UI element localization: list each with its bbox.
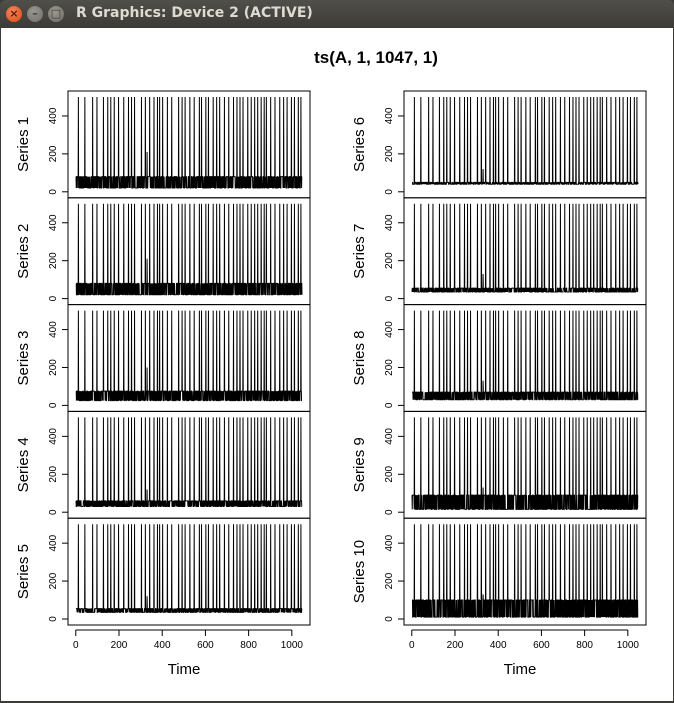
- y-tick-label: 200: [384, 359, 395, 376]
- x-tick-label: 600: [197, 640, 214, 651]
- x-tick-label: 800: [240, 640, 257, 651]
- x-tick-label: 600: [533, 640, 550, 651]
- x-axis-label: Time: [168, 661, 201, 678]
- y-tick-label: 400: [48, 534, 59, 551]
- x-tick-label: 400: [154, 640, 171, 651]
- series-line: [411, 203, 639, 293]
- y-tick-label: 0: [384, 189, 395, 195]
- y-tick-label: 200: [48, 572, 59, 589]
- chart-title: ts(A, 1, 1047, 1): [314, 48, 438, 67]
- series-label: Series 7: [351, 224, 368, 279]
- window-bottom-edge: [0, 701, 674, 703]
- y-tick-label: 400: [384, 107, 395, 124]
- y-tick-label: 0: [384, 402, 395, 408]
- x-tick-label: 0: [409, 640, 415, 651]
- y-tick-label: 200: [384, 466, 395, 483]
- y-tick-label: 0: [48, 295, 59, 301]
- y-tick-label: 200: [48, 145, 59, 162]
- y-tick-label: 400: [48, 321, 59, 338]
- series-label: Series 6: [351, 117, 368, 172]
- y-tick-label: 400: [384, 214, 395, 231]
- maximize-icon[interactable]: □: [48, 6, 64, 22]
- minimize-icon[interactable]: –: [27, 6, 43, 22]
- series-line: [411, 417, 639, 510]
- y-tick-label: 400: [48, 107, 59, 124]
- x-tick-label: 200: [447, 640, 464, 651]
- series-line: [411, 96, 639, 185]
- window-titlebar[interactable]: × – □ R Graphics: Device 2 (ACTIVE): [0, 0, 674, 28]
- y-tick-label: 0: [384, 295, 395, 301]
- series-label: Series 1: [15, 117, 32, 172]
- x-axis-label: Time: [504, 661, 537, 678]
- y-tick-label: 0: [48, 189, 59, 195]
- window-title: R Graphics: Device 2 (ACTIVE): [76, 5, 313, 21]
- series-label: Series 8: [351, 330, 368, 385]
- series-label: Series 2: [15, 224, 32, 279]
- series-label: Series 4: [15, 437, 32, 492]
- y-tick-label: 0: [384, 616, 395, 622]
- x-tick-label: 1000: [617, 640, 640, 651]
- y-tick-label: 200: [384, 252, 395, 269]
- series-line: [75, 203, 303, 296]
- series-label: Series 5: [15, 544, 32, 599]
- series-line: [75, 310, 303, 402]
- series-line: [76, 524, 303, 613]
- panel-frame: [403, 90, 647, 199]
- y-tick-label: 400: [384, 534, 395, 551]
- x-tick-label: 0: [73, 640, 79, 651]
- y-tick-label: 0: [48, 402, 59, 408]
- series-label: Series 10: [351, 540, 368, 603]
- series-label: Series 3: [15, 330, 32, 385]
- y-tick-label: 0: [48, 616, 59, 622]
- y-tick-label: 0: [48, 509, 59, 515]
- close-icon[interactable]: ×: [6, 6, 22, 22]
- y-tick-label: 400: [384, 428, 395, 445]
- y-tick-label: 200: [48, 252, 59, 269]
- y-tick-label: 200: [48, 466, 59, 483]
- x-tick-label: 1000: [281, 640, 304, 651]
- x-tick-label: 400: [490, 640, 507, 651]
- y-tick-label: 200: [384, 145, 395, 162]
- y-tick-label: 400: [48, 214, 59, 231]
- y-tick-label: 0: [384, 509, 395, 515]
- y-tick-label: 200: [48, 359, 59, 376]
- y-tick-label: 400: [48, 428, 59, 445]
- y-tick-label: 400: [384, 321, 395, 338]
- y-tick-label: 200: [384, 572, 395, 589]
- series-label: Series 9: [351, 437, 368, 492]
- series-line: [75, 96, 303, 189]
- series-line: [411, 524, 639, 618]
- graphics-canvas: ts(A, 1, 1047, 1) 0 200 400 Series 1 0 200 400 S…: [1, 28, 673, 701]
- x-tick-label: 800: [576, 640, 593, 651]
- series-line: [412, 310, 639, 401]
- x-tick-label: 200: [111, 640, 128, 651]
- series-line: [75, 417, 303, 508]
